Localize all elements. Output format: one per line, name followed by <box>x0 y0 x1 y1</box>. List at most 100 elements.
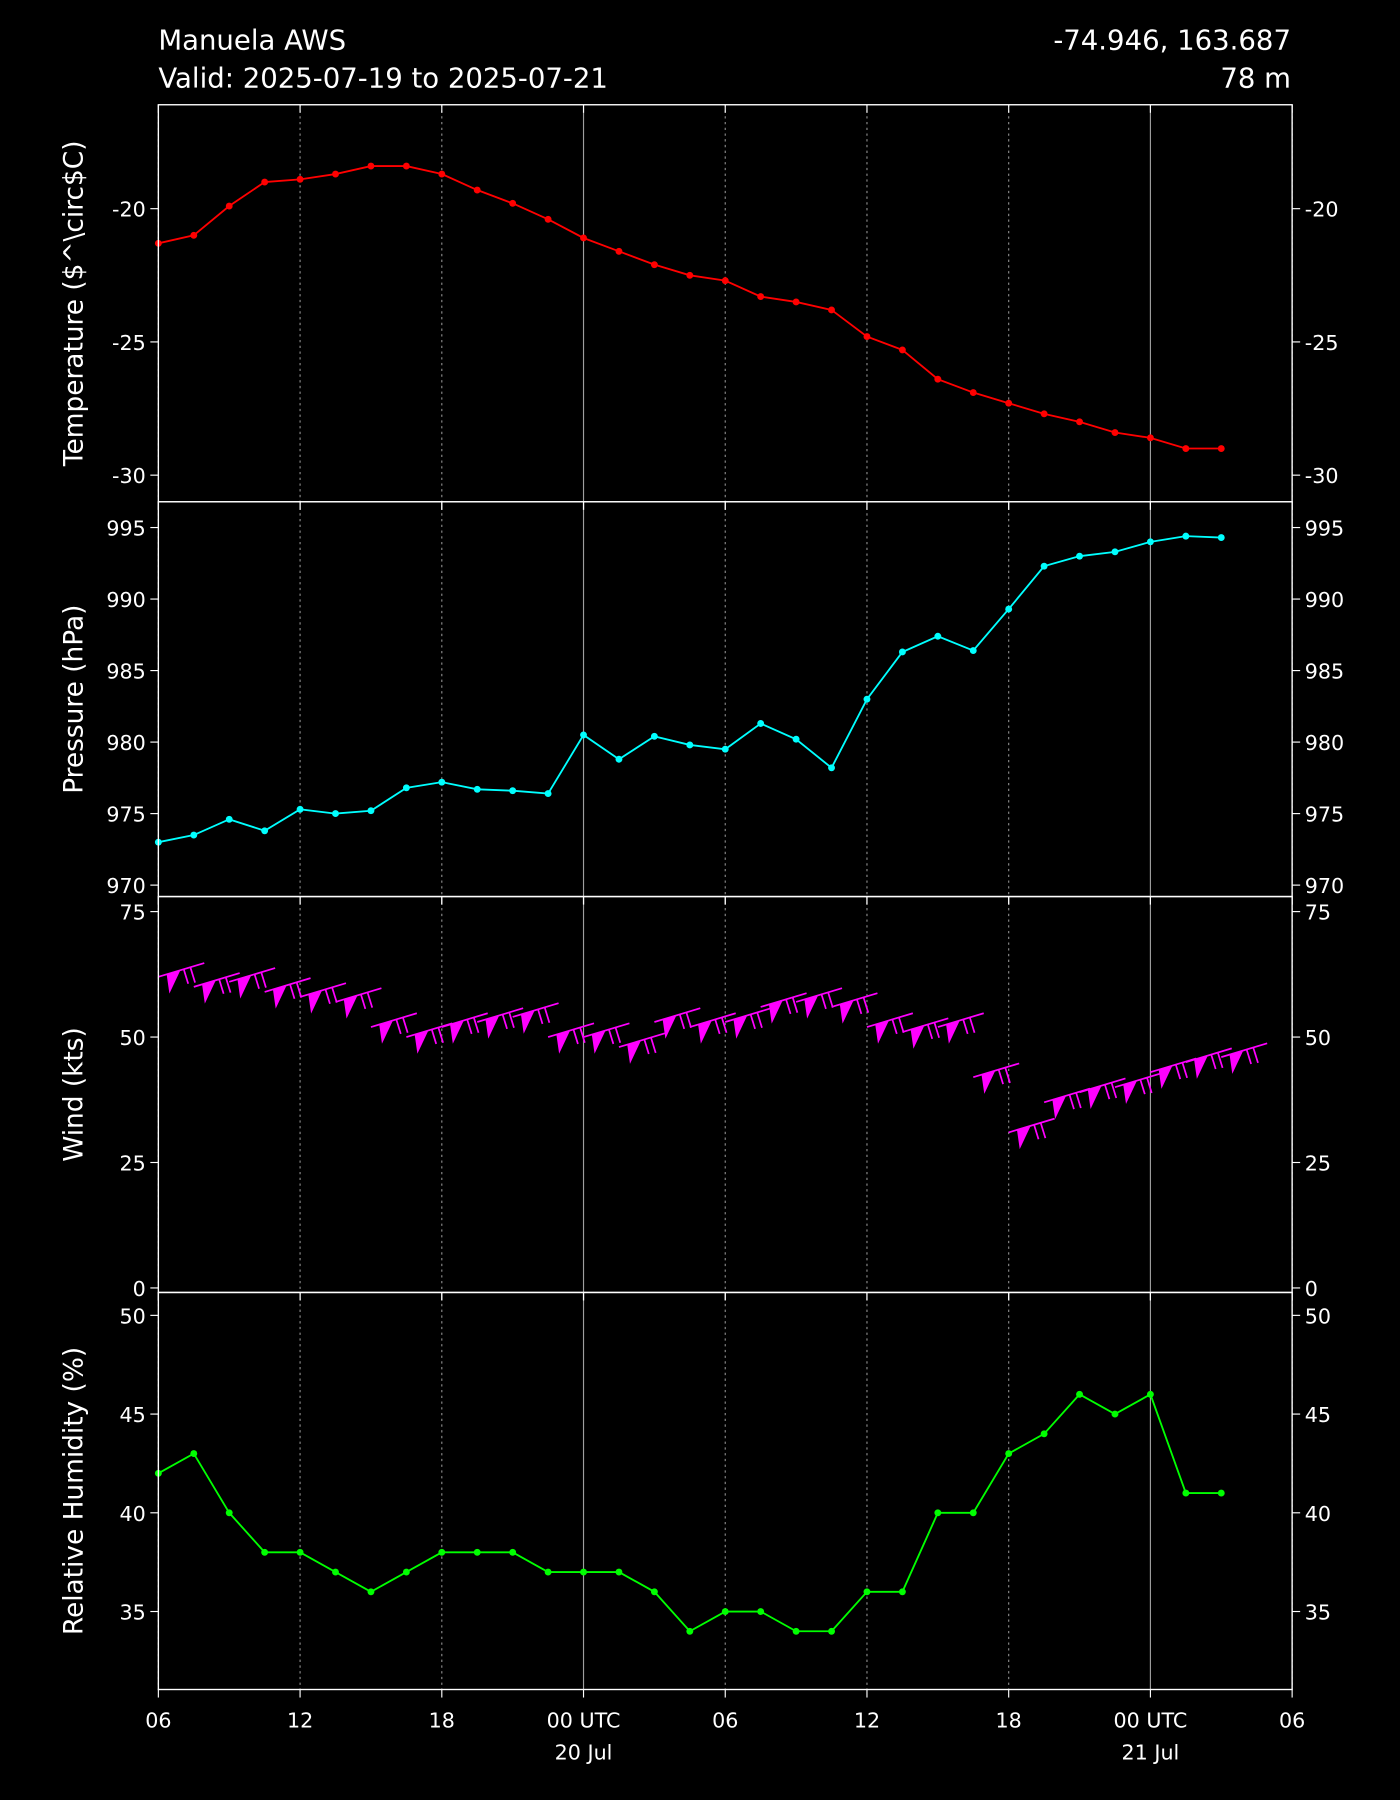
barb-tick <box>182 968 190 984</box>
data-point <box>402 784 410 792</box>
y-tick-label: -30 <box>112 464 146 488</box>
wind-barb <box>406 1022 453 1054</box>
y-tick-label-right: 975 <box>1305 803 1344 827</box>
data-point <box>1182 1489 1190 1497</box>
barb-tick <box>508 1012 515 1028</box>
wind-barb <box>228 967 276 999</box>
data-point <box>438 170 446 178</box>
barb-tick <box>650 1037 657 1054</box>
x-tick-label: 12 <box>854 1708 880 1732</box>
barb-shaft <box>1008 1117 1055 1134</box>
data-point <box>1217 534 1225 542</box>
y-tick-label: 970 <box>106 874 145 898</box>
data-point <box>225 1509 233 1517</box>
barb-tick <box>295 982 303 998</box>
y-tick-label-right: 50 <box>1305 1026 1331 1050</box>
wind-barb <box>1150 1057 1197 1089</box>
coordinates: -74.946, 163.687 <box>1053 25 1291 57</box>
barb-tick <box>997 1068 1004 1085</box>
valid-range: Valid: 2025-07-19 to 2025-07-21 <box>158 63 608 95</box>
barb-tick <box>1210 1053 1217 1070</box>
data-point <box>828 306 835 314</box>
barb-tick <box>324 988 331 1005</box>
barb-flag <box>768 999 783 1024</box>
barb-tick <box>1181 1062 1188 1079</box>
data-point <box>438 1548 446 1556</box>
y-tick-label-right: 0 <box>1305 1277 1318 1301</box>
series-line <box>158 165 1222 450</box>
barb-tick <box>1004 1067 1011 1084</box>
barb-shaft <box>370 1012 418 1028</box>
wind-barb <box>618 1032 666 1064</box>
barb-tick <box>926 1023 934 1040</box>
barb-flag <box>1123 1080 1138 1104</box>
data-point <box>367 162 375 170</box>
data-point <box>402 1568 410 1576</box>
data-point <box>721 745 729 753</box>
wind-barb <box>795 987 843 1019</box>
wind-barb <box>831 992 878 1024</box>
data-point <box>332 810 339 818</box>
y-tick-label: 0 <box>133 1277 146 1301</box>
barb-tick <box>359 993 367 1010</box>
barb-shaft <box>158 962 205 978</box>
data-point <box>190 1450 198 1458</box>
barb-tick <box>1110 1082 1118 1099</box>
data-point <box>898 346 906 354</box>
barb-tick <box>827 992 834 1008</box>
data-point <box>438 778 446 786</box>
data-point <box>296 175 304 183</box>
y-tick-label: 25 <box>119 1152 145 1176</box>
wind-barb <box>724 1007 772 1039</box>
y-tick-label-right: 25 <box>1305 1152 1331 1176</box>
data-point <box>792 735 800 743</box>
data-point <box>1076 1390 1083 1398</box>
barb-flag <box>839 999 854 1024</box>
barb-shaft <box>476 1007 524 1023</box>
barb-tick <box>607 1028 615 1045</box>
barb-flag <box>627 1039 642 1064</box>
barb-tick <box>473 1017 480 1034</box>
barb-tick <box>855 998 863 1015</box>
series-line <box>158 535 1222 844</box>
series-line <box>157 1393 1222 1633</box>
y-tick-label-right: 75 <box>1305 901 1331 925</box>
wind-barb <box>1185 1047 1232 1079</box>
data-point <box>615 1568 623 1576</box>
barb-tick <box>614 1027 622 1044</box>
barb-shaft <box>228 967 276 983</box>
barb-tick <box>437 1027 444 1044</box>
barb-tick <box>1068 1093 1075 1110</box>
x-tick-label: 00 UTC 20 Jul <box>547 1708 621 1764</box>
data-point <box>686 271 694 279</box>
data-point <box>757 1608 765 1615</box>
data-point <box>969 647 977 654</box>
data-point <box>1076 418 1083 426</box>
y-axis-label: Relative Humidity (%) <box>60 1347 90 1635</box>
barb-shaft <box>583 1022 630 1038</box>
data-point <box>792 1627 800 1635</box>
barb-flag <box>662 1014 677 1039</box>
data-point <box>721 277 729 285</box>
data-point <box>580 234 587 242</box>
barb-tick <box>749 1013 756 1030</box>
data-point <box>544 790 552 798</box>
barb-flag <box>237 974 252 999</box>
data-point <box>1005 605 1013 613</box>
barb-tick <box>1075 1092 1082 1109</box>
y-tick-label-right: 980 <box>1305 731 1344 755</box>
barb-shaft <box>973 1062 1020 1079</box>
barb-flag <box>1194 1055 1209 1079</box>
data-point <box>1076 552 1083 560</box>
barb-flag <box>343 994 358 1019</box>
data-point <box>544 215 552 223</box>
barb-tick <box>820 993 827 1010</box>
data-point <box>1005 399 1013 407</box>
elevation: 78 m <box>1220 63 1291 95</box>
data-point <box>934 375 942 383</box>
barb-shaft <box>512 1002 559 1018</box>
barb-flag <box>202 979 217 1004</box>
wind-barb <box>335 987 382 1019</box>
data-point <box>580 731 587 739</box>
barb-flag <box>981 1070 996 1094</box>
